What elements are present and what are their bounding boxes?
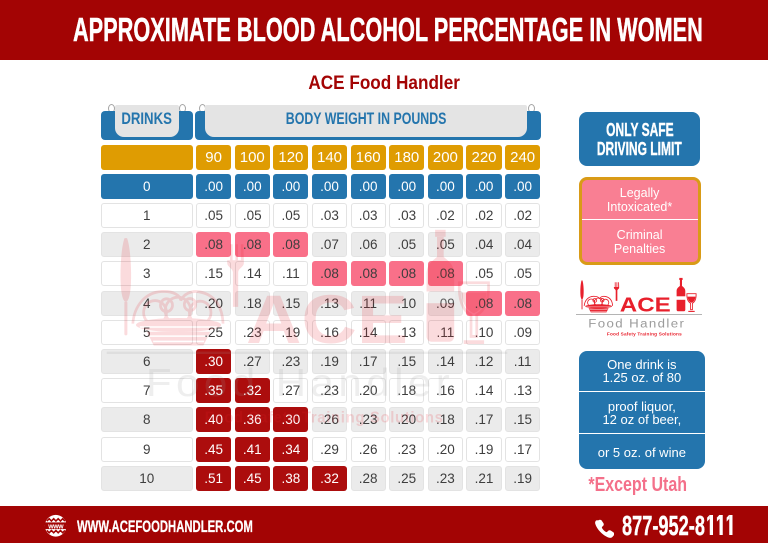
svg-text:www: www xyxy=(47,524,64,531)
